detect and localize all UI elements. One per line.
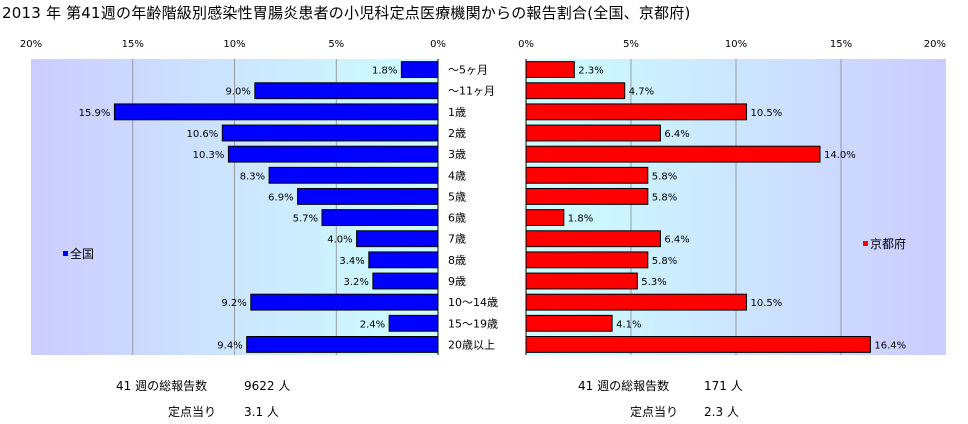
data-label: 6.9% xyxy=(268,192,293,203)
data-label: 1.8% xyxy=(372,66,397,77)
bar xyxy=(254,82,439,100)
legend-marker xyxy=(863,241,868,246)
category-label: 3歳 xyxy=(448,148,466,161)
category-label: 10～14歳 xyxy=(448,296,498,309)
data-label: 9.0% xyxy=(225,87,250,98)
category-label: 2歳 xyxy=(448,127,466,140)
national-total-value: 9622 人 xyxy=(244,379,291,393)
bar xyxy=(525,124,661,142)
data-label: 4.7% xyxy=(629,87,654,98)
data-label: 4.0% xyxy=(327,235,352,246)
bar xyxy=(525,272,638,290)
bar xyxy=(246,336,439,353)
national-chart: 0% 5% 10% 15% 20% 1.8% 9.0% 15.9% 10.6% 10.3% 8.3%… xyxy=(20,39,498,355)
legend-marker xyxy=(63,251,68,256)
bar xyxy=(368,251,439,269)
kyoto-per-label: 定点当り xyxy=(630,405,679,419)
category-label: 8歳 xyxy=(448,254,466,267)
national-total-label: 41 週の総報告数 xyxy=(116,379,208,393)
data-label: 15.9% xyxy=(79,108,111,119)
national-per-value: 3.1 人 xyxy=(244,405,279,419)
data-label: 10.5% xyxy=(751,108,783,119)
kyoto-total-label: 41 週の総報告数 xyxy=(578,379,670,393)
data-label: 6.4% xyxy=(664,129,689,140)
bar xyxy=(400,61,439,78)
bar xyxy=(388,314,439,332)
category-label: 20歳以上 xyxy=(448,338,495,351)
bar xyxy=(221,124,439,142)
bar xyxy=(525,188,649,205)
bar xyxy=(525,61,575,78)
data-label: 1.8% xyxy=(568,214,593,225)
bar xyxy=(297,188,439,205)
data-label: 10.5% xyxy=(751,298,783,309)
category-label: ～11ヶ月 xyxy=(448,85,495,98)
bar xyxy=(525,209,565,226)
data-label: 3.2% xyxy=(343,277,368,288)
data-label: 14.0% xyxy=(824,150,856,161)
data-label: 2.3% xyxy=(578,66,603,77)
x-tick-label: 10% xyxy=(725,39,747,50)
bar xyxy=(525,230,661,248)
bar xyxy=(356,230,439,248)
data-label: 5.8% xyxy=(652,256,677,267)
kyoto-total-value: 171 人 xyxy=(704,379,743,393)
bar xyxy=(268,166,439,184)
data-label: 4.1% xyxy=(616,319,641,330)
x-tick-label: 15% xyxy=(830,39,852,50)
x-tick-label: 5% xyxy=(623,39,639,50)
bar xyxy=(525,145,821,163)
category-label: 6歳 xyxy=(448,212,466,225)
data-label: 6.4% xyxy=(664,235,689,246)
legend-label: 全国 xyxy=(70,246,94,261)
category-label: 5歳 xyxy=(448,190,466,203)
data-label: 5.8% xyxy=(652,192,677,203)
data-label: 8.3% xyxy=(240,171,265,182)
x-tick-label: 20% xyxy=(924,39,946,50)
legend-label: 京都府 xyxy=(870,236,906,251)
bar xyxy=(525,82,626,100)
bar xyxy=(321,209,439,226)
data-label: 9.4% xyxy=(217,340,242,351)
bar xyxy=(525,251,649,269)
data-label: 16.4% xyxy=(874,340,906,351)
data-label: 9.2% xyxy=(221,298,246,309)
x-tick-label: 10% xyxy=(223,39,245,50)
bar xyxy=(525,103,747,121)
kyoto-per-value: 2.3 人 xyxy=(704,405,739,419)
bar xyxy=(113,103,439,121)
data-label: 10.6% xyxy=(187,129,219,140)
category-label: 15～19歳 xyxy=(448,317,498,330)
data-label: 5.8% xyxy=(652,171,677,182)
kyoto-chart: 0% 5% 10% 15% 20% 2.3% 4.7% 10.5% 6.4% 14.0% 5.8% 5… xyxy=(518,39,946,355)
data-label: 5.3% xyxy=(641,277,666,288)
x-tick-label: 0% xyxy=(430,39,446,50)
chart-title: 2013 年 第41週の年齢階級別感染性胃腸炎患者の小児科定点医療機関からの報告… xyxy=(2,4,691,22)
bar xyxy=(525,166,649,184)
national-per-label: 定点当り xyxy=(168,405,217,419)
category-label: 9歳 xyxy=(448,275,466,288)
category-label: 1歳 xyxy=(448,106,466,119)
x-tick-label: 5% xyxy=(328,39,344,50)
bar xyxy=(227,145,439,163)
bar xyxy=(372,272,439,290)
x-tick-label: 15% xyxy=(122,39,144,50)
x-tick-label: 20% xyxy=(20,39,42,50)
bar xyxy=(250,293,439,311)
bar xyxy=(525,314,613,332)
data-label: 10.3% xyxy=(193,150,225,161)
x-tick-label: 0% xyxy=(518,39,534,50)
category-label: ～5ヶ月 xyxy=(448,64,488,77)
category-label: 7歳 xyxy=(448,233,466,246)
bar xyxy=(525,293,747,311)
data-label: 5.7% xyxy=(293,214,318,225)
category-label: 4歳 xyxy=(448,169,466,182)
data-label: 3.4% xyxy=(339,256,364,267)
bar xyxy=(525,336,871,353)
data-label: 2.4% xyxy=(360,319,385,330)
